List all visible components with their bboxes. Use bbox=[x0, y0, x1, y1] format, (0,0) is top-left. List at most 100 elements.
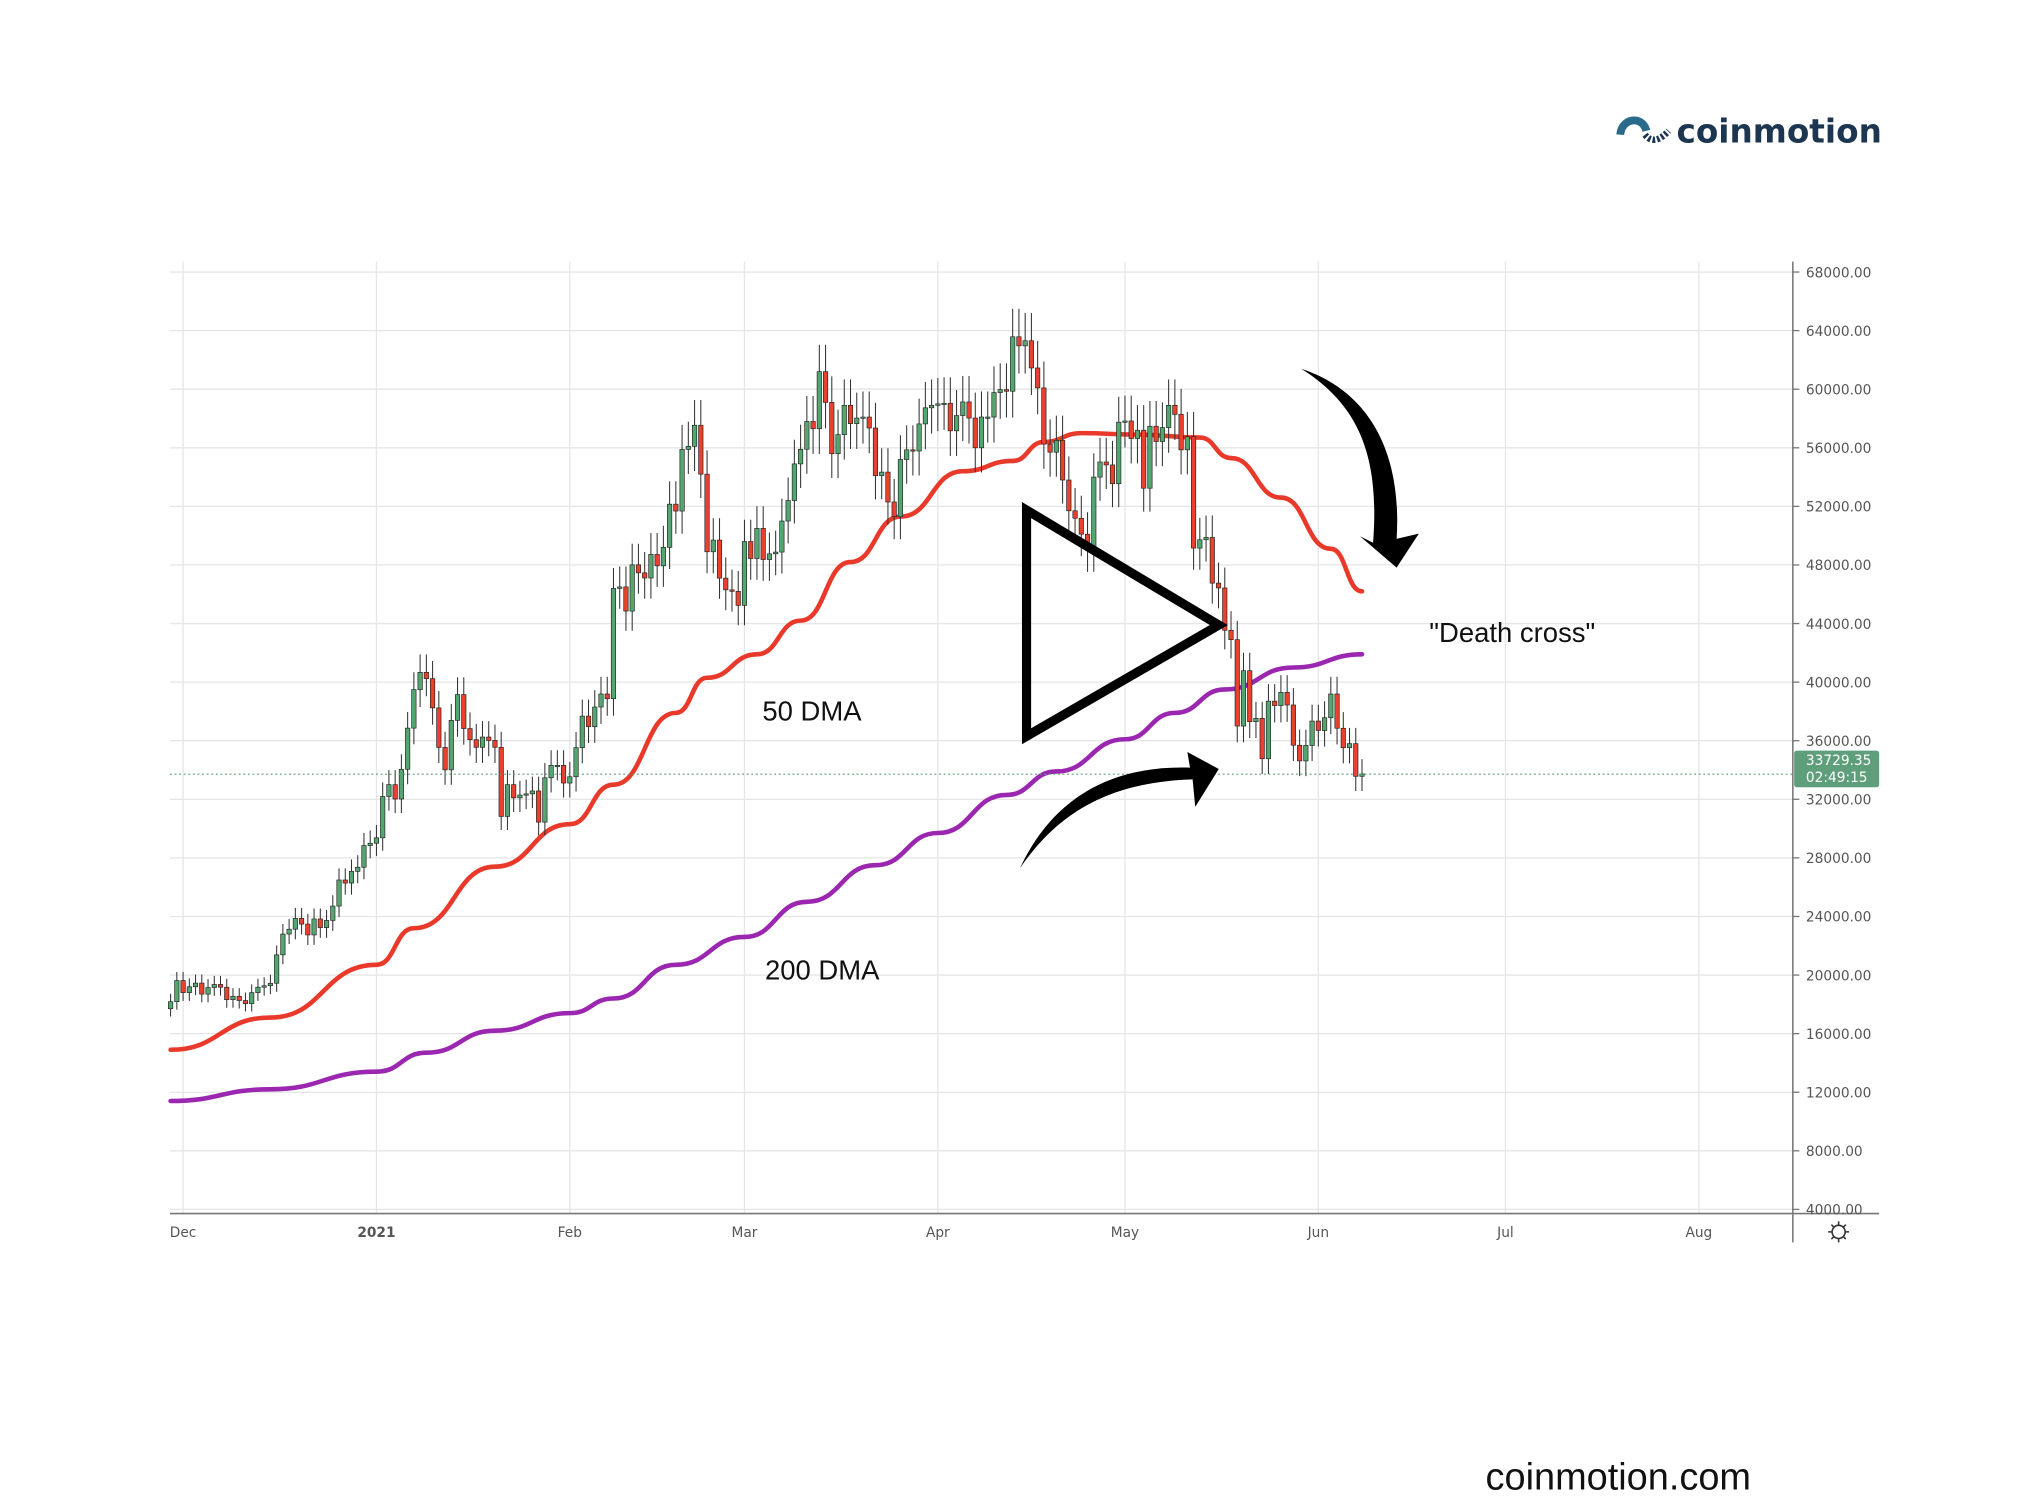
candle bbox=[604, 676, 610, 716]
candle bbox=[810, 396, 816, 454]
candle-body-up bbox=[1265, 700, 1271, 760]
candle-body-down bbox=[891, 501, 897, 517]
x-tick-label: Mar bbox=[732, 1225, 758, 1241]
candle bbox=[1228, 611, 1234, 659]
logo-text: coinmotion bbox=[1676, 113, 1881, 151]
candle-body-down bbox=[735, 590, 741, 606]
candle bbox=[492, 724, 498, 763]
candle-body-up bbox=[230, 995, 236, 1000]
candle-body-down bbox=[1141, 429, 1147, 489]
candle bbox=[193, 974, 199, 996]
candle bbox=[536, 776, 542, 836]
candle bbox=[829, 376, 835, 479]
candle-body-up bbox=[1097, 461, 1103, 478]
candle-body-down bbox=[1228, 629, 1234, 640]
candle-body-down bbox=[810, 421, 816, 430]
candle-body-down bbox=[623, 586, 629, 612]
candle-body-down bbox=[966, 401, 972, 419]
candle bbox=[436, 691, 442, 764]
candle bbox=[941, 377, 947, 430]
candle-body-up bbox=[517, 794, 523, 799]
candle-body-up bbox=[629, 564, 635, 612]
candle-body-up bbox=[598, 693, 604, 708]
candle bbox=[872, 402, 879, 500]
candle bbox=[904, 425, 910, 484]
candle bbox=[1147, 401, 1153, 512]
settings-gear-icon[interactable] bbox=[1828, 1221, 1850, 1243]
candle bbox=[629, 543, 635, 631]
candle bbox=[1222, 567, 1228, 650]
candle bbox=[1215, 562, 1222, 609]
candle bbox=[405, 711, 411, 785]
candle bbox=[592, 690, 598, 743]
candle-body-up bbox=[916, 423, 922, 452]
candle-body-down bbox=[442, 747, 448, 771]
candle-body-down bbox=[1340, 727, 1346, 749]
candle bbox=[486, 721, 492, 757]
candle bbox=[804, 396, 810, 474]
candle bbox=[417, 654, 423, 707]
candle-body-down bbox=[698, 424, 704, 475]
candle bbox=[735, 571, 741, 626]
candle bbox=[823, 344, 829, 429]
candle-body-up bbox=[741, 541, 748, 606]
candle-body-up bbox=[860, 416, 866, 419]
candle-body-up bbox=[567, 776, 573, 784]
candle bbox=[798, 424, 804, 489]
candle bbox=[916, 398, 922, 476]
candle-body-up bbox=[648, 554, 654, 579]
candle bbox=[1297, 729, 1303, 777]
candle bbox=[1172, 379, 1178, 441]
candle-body-down bbox=[1060, 440, 1066, 481]
candle-body-down bbox=[947, 402, 953, 432]
candle-body-up bbox=[798, 448, 804, 465]
candle bbox=[1209, 515, 1215, 604]
candle bbox=[760, 506, 766, 581]
candle-body-up bbox=[267, 982, 273, 987]
candle bbox=[523, 779, 529, 810]
candle-body-up bbox=[1278, 692, 1284, 706]
candle bbox=[1122, 395, 1128, 448]
candle bbox=[479, 721, 486, 763]
candle bbox=[224, 978, 230, 1008]
candle-body-up bbox=[448, 720, 454, 771]
candle bbox=[947, 377, 953, 456]
candle-body-down bbox=[829, 402, 835, 454]
candle-body-up bbox=[205, 987, 211, 995]
candle bbox=[710, 518, 716, 574]
candle-body-down bbox=[217, 984, 224, 988]
candle-body-down bbox=[305, 923, 311, 936]
candle-body-up bbox=[954, 415, 960, 432]
candle-body-down bbox=[760, 528, 766, 560]
candle bbox=[199, 974, 205, 1003]
down-arrow-icon bbox=[1301, 368, 1419, 568]
candle bbox=[935, 377, 941, 432]
candle bbox=[698, 399, 704, 498]
x-tick-label: Aug bbox=[1685, 1225, 1712, 1241]
candle bbox=[779, 498, 785, 574]
candle bbox=[785, 477, 791, 544]
candle-body-up bbox=[367, 842, 373, 846]
candle bbox=[1290, 688, 1296, 761]
candle-body-up bbox=[554, 764, 560, 767]
candle bbox=[841, 379, 847, 460]
candle bbox=[1134, 405, 1140, 464]
candle-body-down bbox=[199, 982, 205, 995]
candle-body-down bbox=[224, 986, 230, 1000]
candle-body-down bbox=[872, 427, 879, 476]
candle bbox=[1353, 727, 1359, 792]
candle-body-up bbox=[710, 539, 716, 553]
candle bbox=[1047, 419, 1053, 477]
candle-body-up bbox=[411, 689, 417, 729]
candle bbox=[922, 382, 928, 450]
candle bbox=[567, 762, 573, 798]
candle-body-down bbox=[1128, 420, 1134, 439]
candle-body-up bbox=[854, 417, 860, 424]
candle bbox=[392, 770, 398, 814]
candle-body-down bbox=[1072, 510, 1078, 519]
label-50-dma: 50 DMA bbox=[762, 696, 862, 727]
x-tick-label: Apr bbox=[926, 1225, 950, 1241]
price-axis: 68000.00 64000.00 60000.00 56000.00 52000.00… bbox=[1792, 265, 1871, 1219]
candle-body-down bbox=[392, 784, 398, 800]
last-price-value: 33729.35 bbox=[1806, 753, 1871, 769]
